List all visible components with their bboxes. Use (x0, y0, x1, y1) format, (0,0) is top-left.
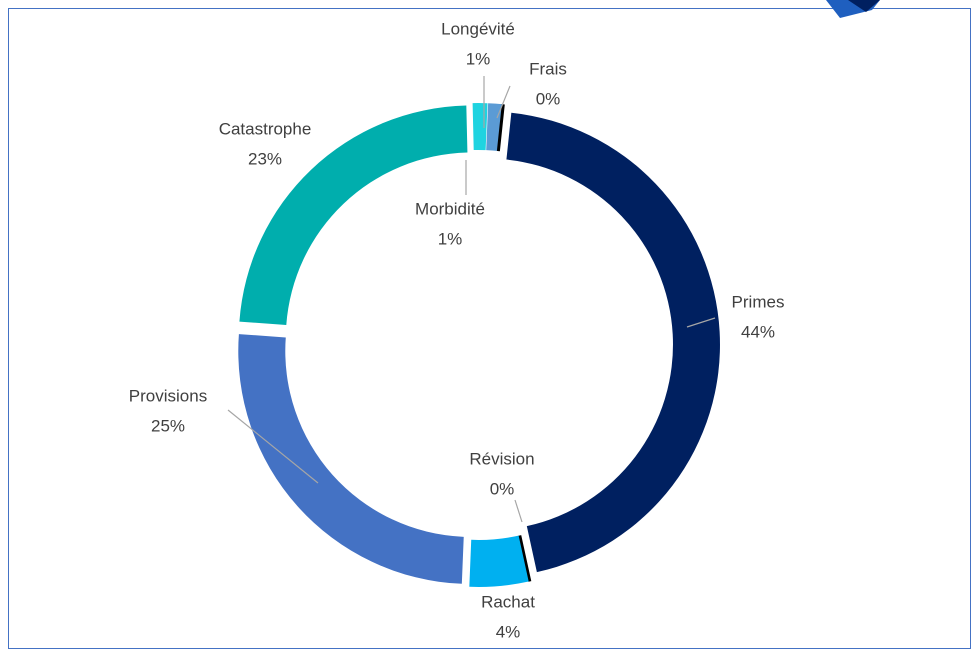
slice-label: Catastrophe (219, 119, 312, 138)
corner-decoration (848, 0, 880, 12)
slice-value-label: 0% (490, 479, 515, 498)
slice-value-label: 0% (536, 89, 561, 108)
slice-value-label: 44% (741, 322, 775, 341)
slice-label: Frais (529, 59, 567, 78)
slice-value-label: 4% (496, 622, 521, 641)
donut-slice (496, 104, 505, 152)
slice-value-label: 23% (248, 149, 282, 168)
slice-label: Rachat (481, 592, 535, 611)
slice-label: Morbidité (415, 199, 485, 218)
slice-value-label: 1% (438, 229, 463, 248)
slice-label: Longévité (441, 19, 515, 38)
leader-line (514, 499, 523, 523)
slice-label: Révision (469, 449, 534, 468)
leader-line (686, 317, 716, 328)
slice-value-label: 25% (151, 416, 185, 435)
slice-label: Provisions (129, 386, 207, 405)
slice-value-label: 1% (466, 49, 491, 68)
donut-slice (238, 334, 464, 584)
leader-line (227, 409, 319, 484)
leader-line (496, 85, 511, 119)
donut-slice (472, 103, 488, 151)
donut-slice (518, 535, 532, 582)
donut-slice (239, 105, 468, 325)
donut-slice (506, 112, 720, 573)
donut-slice (469, 535, 529, 587)
slice-label: Primes (732, 292, 785, 311)
